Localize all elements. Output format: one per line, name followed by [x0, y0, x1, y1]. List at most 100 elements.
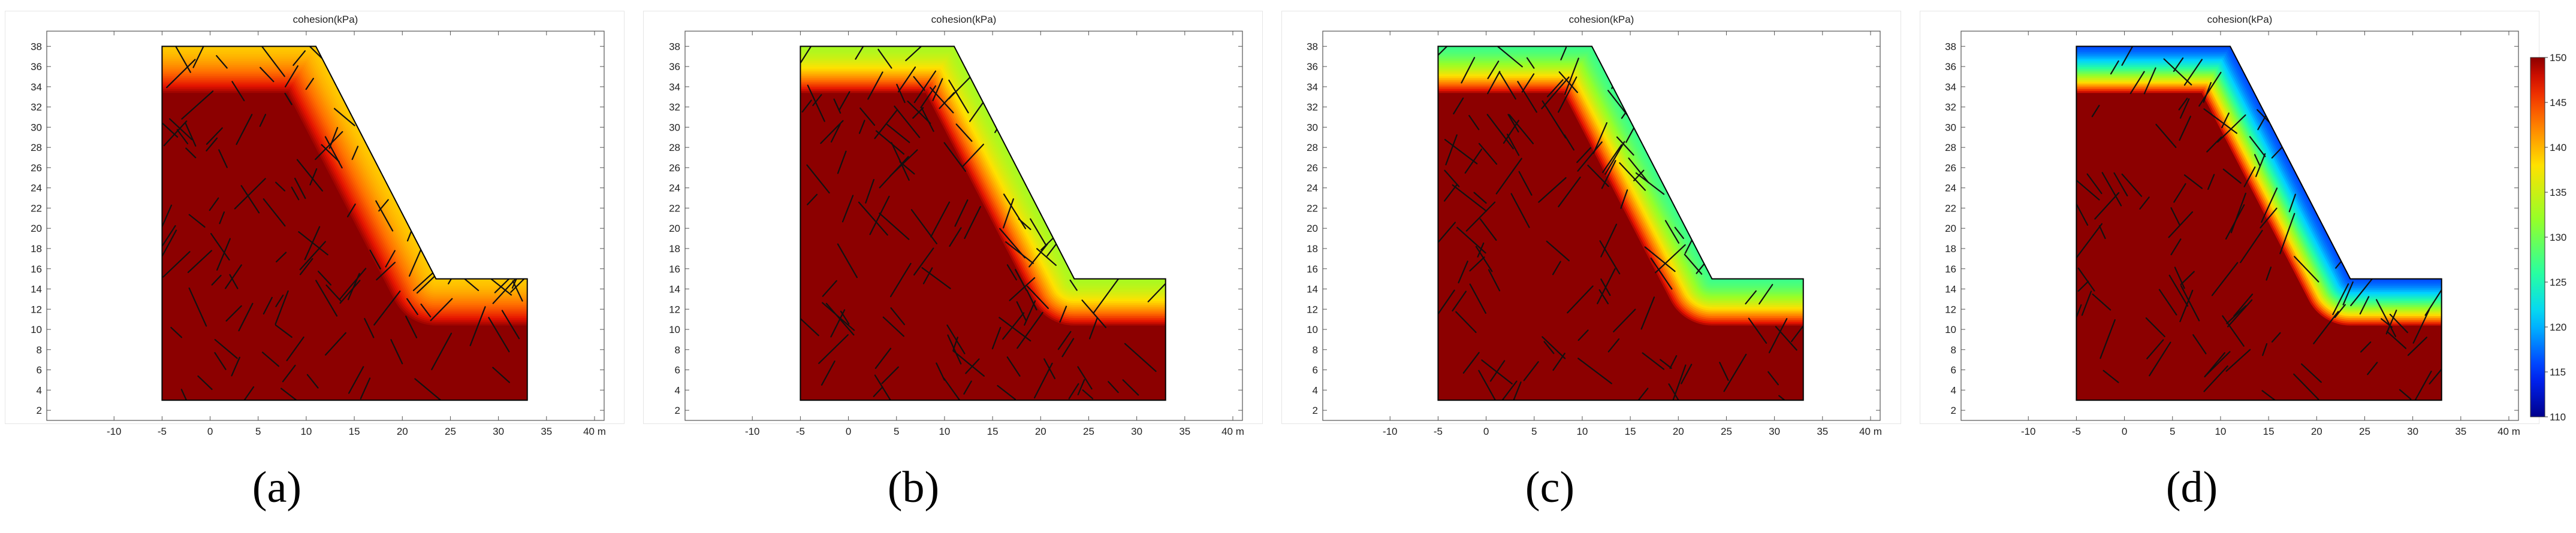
x-tick-label: 10 — [2215, 426, 2226, 437]
fracture-trace — [1669, 355, 1678, 369]
fracture-trace — [2421, 249, 2442, 278]
fracture-trace — [946, 324, 966, 355]
y-tick-label: 16 — [31, 264, 42, 275]
caption-b: (b) — [887, 463, 940, 512]
fracture-trace — [1741, 89, 1755, 113]
fracture-trace — [1778, 98, 1803, 126]
fracture-trace — [830, 123, 841, 143]
cohesion-interior-a — [162, 46, 527, 401]
y-tick-label: 10 — [1945, 324, 1956, 335]
fracture-trace — [431, 332, 453, 371]
fracture-trace — [2319, 46, 2336, 71]
fracture-trace — [1506, 134, 1520, 156]
fracture-trace — [1752, 46, 1766, 55]
cohesion-field-b — [800, 46, 1166, 401]
fracture-trace — [1462, 352, 1480, 374]
x-tick-label: 5 — [894, 426, 899, 437]
fracture-trace — [1077, 379, 1085, 396]
fracture-trace — [263, 296, 273, 315]
fracture-trace — [482, 131, 494, 141]
chart-title-c: cohesion(kPa) — [1569, 14, 1634, 25]
fracture-trace — [405, 316, 418, 338]
fracture-trace — [2413, 58, 2426, 84]
y-tick-label: 30 — [669, 122, 680, 133]
fracture-trace — [1567, 285, 1594, 314]
fracture-trace — [2091, 105, 2100, 117]
fracture-trace — [1757, 58, 1766, 70]
y-tick-label: 16 — [669, 264, 680, 275]
fracture-trace — [1129, 132, 1140, 155]
fracture-trace — [874, 108, 898, 140]
fracture-trace — [997, 384, 1016, 400]
fracture-trace — [1036, 248, 1057, 266]
fracture-trace — [214, 339, 238, 359]
fracture-trace — [1108, 381, 1119, 393]
fracture-trace — [206, 127, 223, 145]
fracture-trace — [1597, 268, 1616, 305]
x-tick-label: 5 — [2170, 426, 2175, 437]
fracture-trace — [1518, 171, 1533, 196]
fracture-trace — [807, 193, 818, 205]
fracture-trace — [1748, 317, 1767, 344]
fracture-trace — [231, 81, 245, 102]
fracture-trace — [1481, 359, 1513, 384]
fracture-trace — [1130, 141, 1137, 155]
y-tick-label: 32 — [31, 102, 42, 113]
fracture-trace — [952, 350, 985, 377]
fracture-trace — [2094, 192, 2120, 220]
fracture-trace — [1592, 122, 1608, 154]
y-tick-label: 18 — [669, 243, 680, 255]
fracture-trace — [1081, 299, 1107, 328]
y-tick-label: 24 — [31, 183, 42, 194]
fracture-trace — [2103, 370, 2119, 383]
x-tick-label: 20 — [397, 426, 408, 437]
fracture-trace — [806, 164, 830, 194]
fracture-trace — [280, 387, 306, 401]
fracture-trace — [2178, 98, 2188, 111]
y-tick-label: 2 — [37, 405, 42, 416]
fracture-trace — [1059, 305, 1067, 323]
fracture-trace — [2183, 59, 2203, 86]
colorbar-tick-label: 150 — [2550, 52, 2566, 63]
y-tick-label: 2 — [1951, 405, 1956, 416]
fracture-trace — [886, 123, 910, 143]
fracture-trace — [2271, 332, 2281, 343]
fracture-trace — [2291, 137, 2303, 156]
fracture-trace — [444, 250, 464, 274]
colorbar-tick-label: 130 — [2550, 232, 2566, 243]
x-tick-label: -10 — [1383, 426, 1398, 437]
fracture-trace — [1552, 261, 1561, 275]
fracture-trace — [444, 199, 459, 217]
fracture-trace — [961, 143, 984, 168]
fracture-trace — [2168, 274, 2189, 307]
fracture-trace — [920, 85, 936, 108]
fracture-trace — [2345, 49, 2357, 70]
fracture-trace — [1604, 141, 1625, 175]
fracture-trace — [1642, 352, 1665, 370]
cohesion-field-d — [2076, 46, 2442, 401]
fracture-trace — [1016, 301, 1027, 322]
fracture-trace — [800, 316, 819, 337]
x-tick-label: 30 — [1769, 426, 1780, 437]
fracture-trace — [373, 290, 401, 326]
fracture-trace — [2399, 389, 2412, 400]
fracture-trace — [936, 362, 945, 381]
y-tick-label: 8 — [37, 344, 42, 356]
x-tick-label: 15 — [1625, 426, 1636, 437]
fracture-trace — [947, 334, 962, 365]
fracture-trace — [2121, 46, 2136, 66]
x-tick-label: 35 — [541, 426, 552, 437]
fracture-trace — [2413, 47, 2438, 71]
fracture-trace — [1664, 113, 1684, 135]
fracture-trace — [867, 71, 883, 100]
fracture-trace — [891, 142, 910, 181]
fracture-trace — [414, 378, 446, 401]
x-tick-label: -10 — [2021, 426, 2036, 437]
fracture-trace — [2233, 293, 2254, 317]
fracture-trace — [2249, 136, 2266, 158]
fracture-trace — [2313, 311, 2339, 344]
colorbar — [2530, 57, 2545, 417]
y-tick-label: 20 — [1307, 223, 1318, 234]
fracture-trace — [2204, 352, 2225, 378]
fracture-trace — [2291, 107, 2308, 129]
